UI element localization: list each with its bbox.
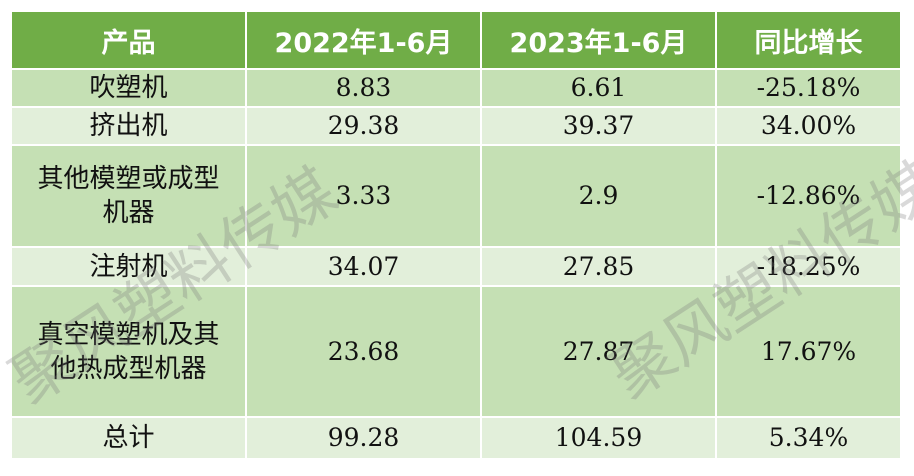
value-cell: -18.25% — [715, 246, 902, 287]
table-body: 吹塑机 8.83 6.61 -25.18% 挤出机 29.38 39.37 34.00% 其他模… — [10, 68, 902, 460]
value-cell: 27.87 — [480, 285, 717, 418]
header-cell: 2022年1-6月 — [245, 10, 482, 70]
value-cell: 39.37 — [480, 106, 717, 146]
value-cell: -25.18% — [715, 68, 902, 108]
product-cell: 注射机 — [10, 246, 247, 287]
table-row: 吹塑机 8.83 6.61 -25.18% — [10, 68, 902, 108]
header-cell: 同比增长 — [715, 10, 902, 70]
value-cell: 5.34% — [715, 416, 902, 460]
value-cell: 104.59 — [480, 416, 717, 460]
value-cell: 27.85 — [480, 246, 717, 287]
value-cell: 23.68 — [245, 285, 482, 418]
header-cell: 产品 — [10, 10, 247, 70]
table-row: 注射机 34.07 27.85 -18.25% — [10, 246, 902, 287]
value-cell: 17.67% — [715, 285, 902, 418]
value-cell: 34.00% — [715, 106, 902, 146]
value-cell: 2.9 — [480, 144, 717, 248]
product-cell: 挤出机 — [10, 106, 247, 146]
table-row: 挤出机 29.38 39.37 34.00% — [10, 106, 902, 146]
value-cell: 8.83 — [245, 68, 482, 108]
header-row: 产品 2022年1-6月 2023年1-6月 同比增长 — [10, 10, 902, 70]
header-cell: 2023年1-6月 — [480, 10, 717, 70]
value-cell: 34.07 — [245, 246, 482, 287]
value-cell: -12.86% — [715, 144, 902, 248]
value-cell: 99.28 — [245, 416, 482, 460]
value-cell: 3.33 — [245, 144, 482, 248]
product-cell: 总计 — [10, 416, 247, 460]
table-row: 真空模塑机及其他热成型机器 23.68 27.87 17.67% — [10, 285, 902, 418]
product-cell: 吹塑机 — [10, 68, 247, 108]
product-cell: 真空模塑机及其他热成型机器 — [10, 285, 247, 418]
table-row: 其他模塑或成型机器 3.33 2.9 -12.86% — [10, 144, 902, 248]
value-cell: 29.38 — [245, 106, 482, 146]
value-cell: 6.61 — [480, 68, 717, 108]
table-row: 总计 99.28 104.59 5.34% — [10, 416, 902, 460]
data-table: 产品 2022年1-6月 2023年1-6月 同比增长 吹塑机 8.83 6.61-… — [10, 10, 902, 460]
product-cell: 其他模塑或成型机器 — [10, 144, 247, 248]
